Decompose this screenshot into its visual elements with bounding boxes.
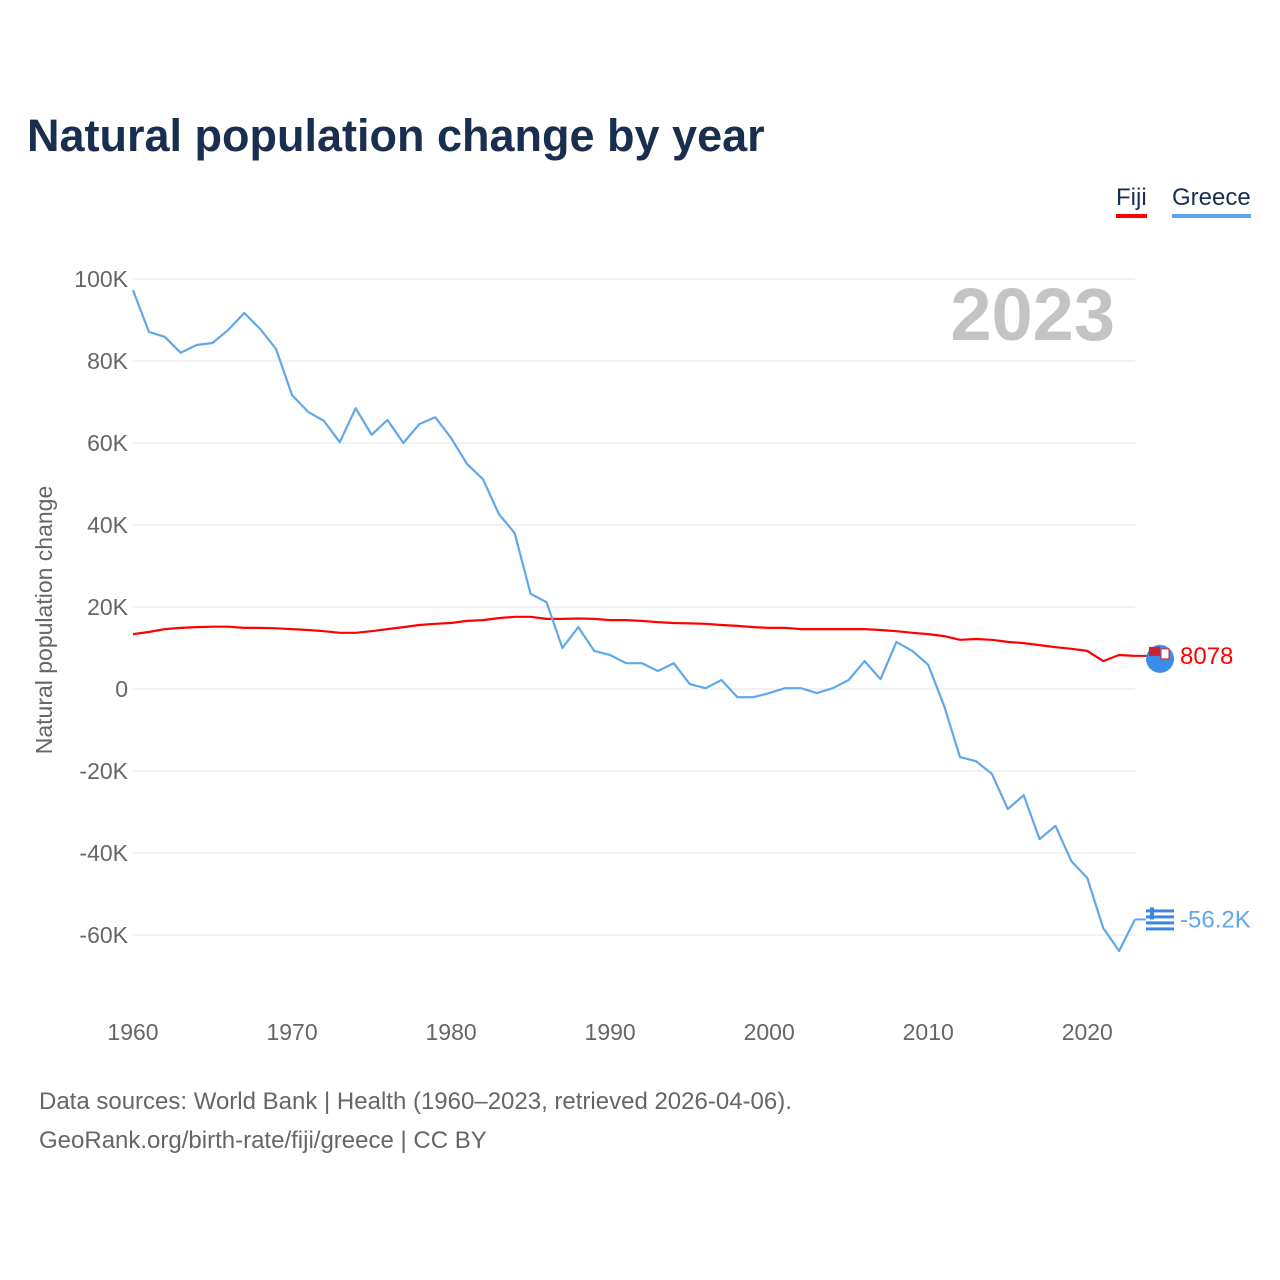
chart-title: Natural population change by year	[27, 110, 765, 161]
x-tick-label: 2000	[744, 1019, 795, 1045]
series-line-greece	[131, 289, 1136, 953]
x-tick-label: 2010	[903, 1019, 954, 1045]
flag-stripe	[1146, 915, 1174, 919]
end-value-label-fiji: 8078	[1180, 643, 1233, 670]
y-tick-label: 80K	[87, 348, 129, 374]
flag-stripe	[1146, 921, 1174, 925]
flag-canton	[1149, 646, 1160, 656]
y-tick-label: 60K	[87, 430, 129, 456]
footer-sources: Data sources: World Bank | Health (1960–…	[39, 1088, 792, 1115]
x-tick-label: 1960	[107, 1019, 158, 1045]
x-tick-label: 1990	[585, 1019, 636, 1045]
x-tick-label: 2020	[1062, 1019, 1113, 1045]
y-tick-label: 100K	[74, 266, 128, 292]
y-axis-label: Natural population change	[31, 486, 57, 755]
y-tick-label: 0	[115, 676, 128, 702]
x-tick-label: 1970	[266, 1019, 317, 1045]
legend-item-greece[interactable]: Greece	[1172, 184, 1251, 218]
y-tick-label: -60K	[79, 922, 128, 948]
flag-shield	[1160, 648, 1170, 660]
footer-link[interactable]: GeoRank.org/birth-rate/fiji/greece | CC …	[39, 1127, 487, 1154]
y-tick-label: 40K	[87, 512, 129, 538]
y-tick-label: 20K	[87, 594, 129, 620]
flag-stripe	[1146, 927, 1174, 931]
x-tick-label: 1980	[426, 1019, 477, 1045]
y-tick-label: -20K	[79, 758, 128, 784]
greece-flag-icon	[1146, 905, 1174, 934]
flag-cross	[1150, 907, 1154, 920]
y-tick-label: -40K	[79, 840, 128, 866]
series-line-fiji	[132, 615, 1136, 663]
end-value-label-greece: -56.2K	[1180, 906, 1251, 933]
flag-stripe	[1146, 909, 1174, 913]
year-badge: 2023	[950, 273, 1115, 356]
fiji-flag-icon	[1146, 644, 1174, 673]
legend-item-fiji[interactable]: Fiji	[1116, 184, 1147, 218]
